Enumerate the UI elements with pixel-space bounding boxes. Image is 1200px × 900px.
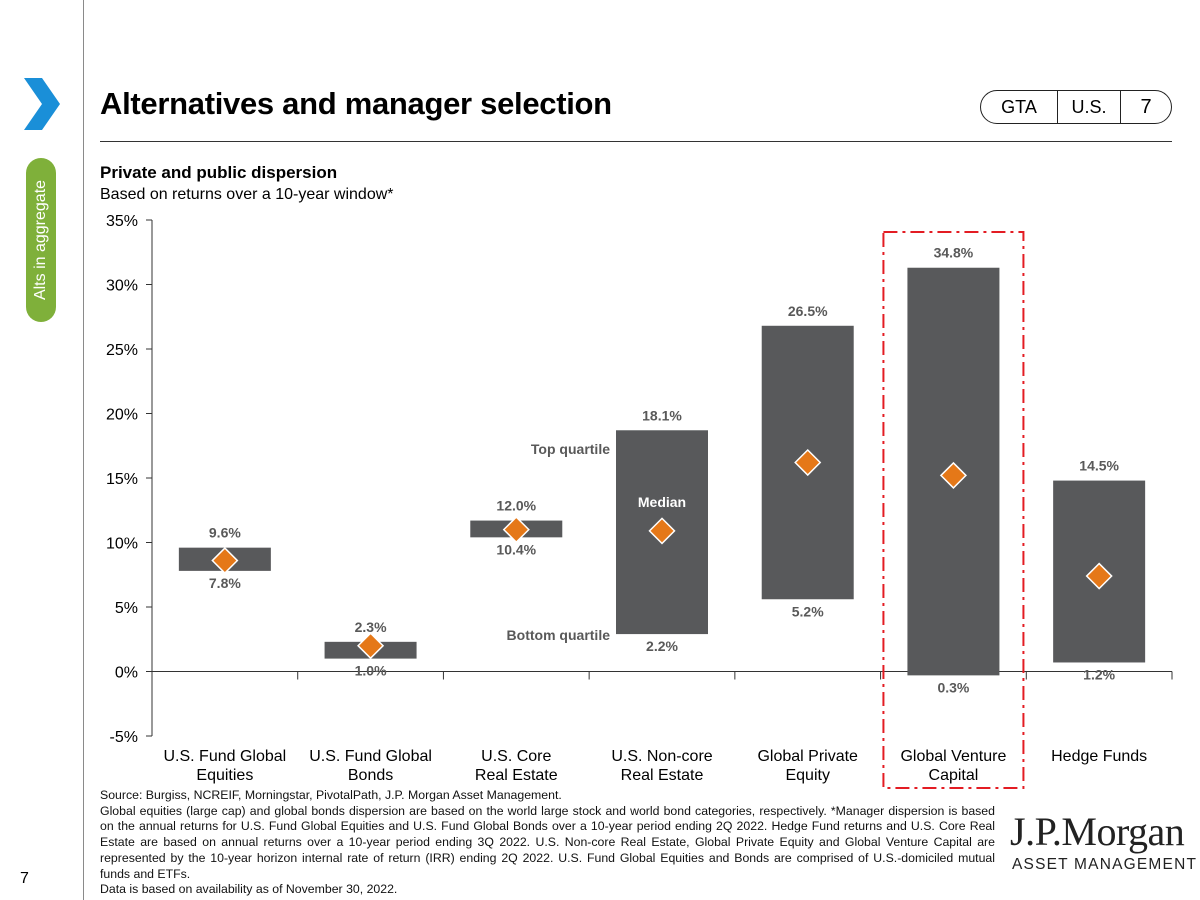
header-rule xyxy=(100,141,1172,142)
jpmorgan-logo-sub: ASSET MANAGEMENT xyxy=(1012,856,1198,873)
median-marker xyxy=(211,546,239,575)
top-quartile-label: 18.1% xyxy=(642,407,682,423)
y-tick-label: 10% xyxy=(106,536,138,553)
top-quartile-label: 2.3% xyxy=(355,619,387,635)
top-quartile-label: 26.5% xyxy=(788,303,828,319)
median-marker xyxy=(1085,562,1113,590)
y-tick-label: 30% xyxy=(106,278,138,295)
highlight-box xyxy=(882,231,1025,789)
y-tick-label: 5% xyxy=(115,600,138,617)
category-label: Hedge Funds xyxy=(1051,748,1147,765)
source-notes: Source: Burgiss, NCREIF, Morningstar, Pi… xyxy=(100,788,995,898)
guide-badge-page: 7 xyxy=(1140,95,1152,118)
bottom-quartile-label: 1.0% xyxy=(355,663,387,679)
category-label: Global Private xyxy=(757,748,858,765)
bottom-quartile-label: 2.2% xyxy=(646,638,678,654)
y-tick-label: 35% xyxy=(106,213,138,230)
y-tick-label: 0% xyxy=(115,665,138,682)
bottom-quartile-label: 0.3% xyxy=(937,679,969,695)
bottom-quartile-label: 1.2% xyxy=(1083,666,1115,682)
y-tick-label: -5% xyxy=(110,729,138,746)
page-number: 7 xyxy=(20,870,29,887)
availability-note: Data is based on availability as of Nove… xyxy=(100,882,398,897)
top-quartile-label: 34.8% xyxy=(934,245,974,261)
median-marker xyxy=(502,516,530,544)
chevron-right-icon xyxy=(24,78,60,130)
median-marker xyxy=(648,517,676,545)
category-label: Capital xyxy=(929,767,979,784)
chart-subtitle: Based on returns over a 10-year window* xyxy=(100,186,394,203)
category-label: U.S. Non-core xyxy=(611,748,712,765)
median-marker xyxy=(939,461,967,489)
page-title: Alternatives and manager selection xyxy=(100,86,612,121)
methodology-note: Global equities (large cap) and global b… xyxy=(100,803,995,881)
jpmorgan-logo: J.P.Morgan xyxy=(1010,809,1185,854)
category-label: U.S. Core xyxy=(481,748,551,765)
category-label: Bonds xyxy=(348,767,393,784)
bottom-quartile-annotation: Bottom quartile xyxy=(507,627,611,643)
median-marker xyxy=(794,448,822,477)
top-quartile-label: 9.6% xyxy=(209,525,241,541)
guide-badge-gta: GTA xyxy=(981,91,1058,123)
y-tick-label: 15% xyxy=(106,471,138,488)
category-label: Global Venture xyxy=(900,748,1006,765)
category-label: U.S. Fund Global xyxy=(163,748,286,765)
median-marker xyxy=(357,632,385,660)
bottom-quartile-label: 5.2% xyxy=(792,603,824,619)
category-label: Equities xyxy=(196,767,253,784)
guide-badge-region: U.S. xyxy=(1058,91,1121,123)
category-label: U.S. Fund Global xyxy=(309,748,432,765)
left-divider xyxy=(83,0,84,900)
median-annotation: Median xyxy=(638,494,686,510)
top-quartile-label: 12.0% xyxy=(496,498,536,514)
y-tick-label: 20% xyxy=(106,407,138,424)
bottom-quartile-label: 10.4% xyxy=(496,541,536,557)
category-label: Real Estate xyxy=(475,767,558,784)
source-line: Source: Burgiss, NCREIF, Morningstar, Pi… xyxy=(100,788,562,802)
section-tab[interactable]: Alts in aggregate xyxy=(26,158,56,322)
category-label: Equity xyxy=(785,767,829,784)
category-label: Real Estate xyxy=(621,767,704,784)
top-quartile-annotation: Top quartile xyxy=(531,441,610,457)
y-tick-label: 25% xyxy=(106,342,138,359)
chart-title: Private and public dispersion xyxy=(100,163,338,182)
guide-badge: GTA U.S. 7 xyxy=(980,90,1172,124)
top-quartile-label: 14.5% xyxy=(1079,458,1119,474)
bottom-quartile-label: 7.8% xyxy=(209,575,241,591)
